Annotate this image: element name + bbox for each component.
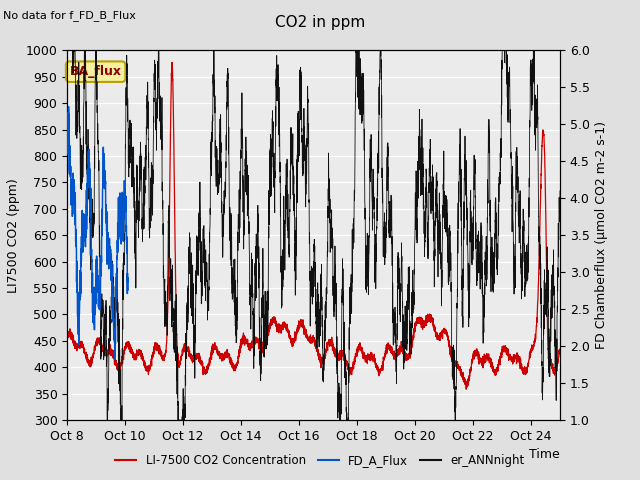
Text: CO2 in ppm: CO2 in ppm bbox=[275, 15, 365, 30]
X-axis label: Time: Time bbox=[529, 448, 560, 461]
Legend: LI-7500 CO2 Concentration, FD_A_Flux, er_ANNnight: LI-7500 CO2 Concentration, FD_A_Flux, er… bbox=[110, 449, 530, 472]
Y-axis label: FD Chamberflux (μmol CO2 m-2 s-1): FD Chamberflux (μmol CO2 m-2 s-1) bbox=[595, 121, 608, 349]
Text: No data for f_FD_B_Flux: No data for f_FD_B_Flux bbox=[3, 11, 136, 22]
Text: BA_flux: BA_flux bbox=[70, 65, 122, 78]
Y-axis label: LI7500 CO2 (ppm): LI7500 CO2 (ppm) bbox=[7, 178, 20, 293]
